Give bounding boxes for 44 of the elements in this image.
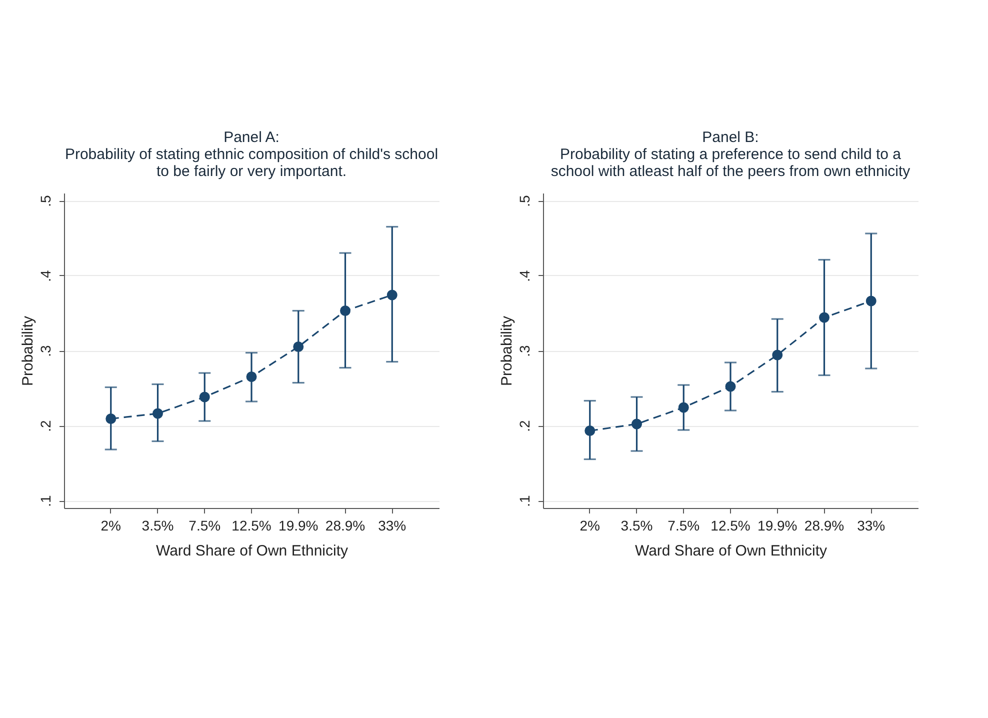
x-tick-label: 28.9% [325, 518, 366, 534]
x-tick-label: 2% [100, 518, 121, 534]
point [819, 312, 830, 323]
y-tick-label: .3 [38, 344, 54, 357]
point [106, 414, 116, 424]
x-axis-title: Ward Share of Own Ethnicity [156, 542, 349, 560]
point [293, 342, 304, 352]
y-tick-label: .4 [38, 270, 54, 282]
y-tick-label: .3 [516, 344, 532, 357]
y-tick-label: .4 [516, 270, 532, 282]
y-axis-title: Probability [20, 315, 36, 386]
x-tick-label: 3.5% [142, 518, 174, 534]
y-tick-label: .5 [38, 194, 54, 207]
x-tick-label: 2% [580, 518, 600, 534]
y-tick-label: .2 [516, 420, 532, 432]
point [678, 402, 689, 413]
x-tick-label: 19.9% [278, 518, 318, 534]
x-axis-title: Ward Share of Own Ethnicity [634, 542, 828, 560]
chart-title: Panel A: Probability of stating ethnic composition of child's school to be fairly or very important. [64, 129, 438, 180]
y-tick-label: .1 [516, 494, 532, 507]
x-tick-label: 3.5% [620, 518, 653, 534]
point [340, 306, 350, 316]
point [386, 290, 398, 300]
x-tick-label: 12.5% [710, 518, 750, 534]
point [152, 408, 163, 419]
point [246, 372, 257, 382]
x-tick-label: 33% [857, 518, 886, 534]
x-tick-label: 7.5% [668, 518, 700, 534]
point [199, 392, 210, 402]
chart-title: Panel B: Probability of stating a preference to send child to a school with atleast half of the peers from own ethnicity [550, 129, 911, 180]
y-tick-label: .5 [516, 194, 532, 207]
x-tick-label: 19.9% [758, 518, 798, 534]
point [584, 426, 596, 436]
point [772, 350, 783, 360]
x-tick-label: 28.9% [804, 518, 844, 534]
point [866, 296, 876, 306]
y-tick-label: .2 [38, 420, 54, 432]
y-tick-label: .1 [38, 494, 54, 507]
x-tick-label: 33% [378, 518, 406, 534]
y-axis-title: Probability [498, 315, 516, 386]
point [725, 381, 736, 392]
x-tick-label: 12.5% [232, 518, 272, 534]
point [632, 418, 642, 430]
x-tick-label: 7.5% [188, 518, 221, 534]
